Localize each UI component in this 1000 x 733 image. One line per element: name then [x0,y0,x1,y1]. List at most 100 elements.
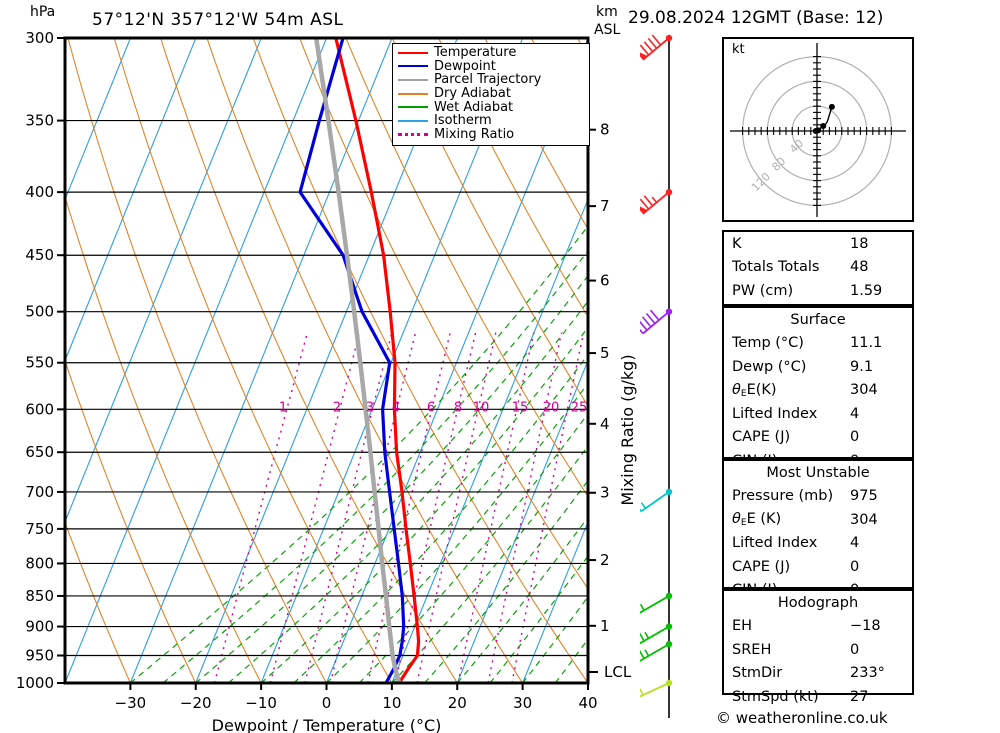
wind-barb [640,592,673,614]
table-row: Lifted Index 4 [724,532,912,556]
pressure-tick-label: 850 [25,587,54,605]
height-tick-label: 2 [600,551,610,569]
pressure-tick-label: 300 [25,29,54,47]
hodograph-marker [820,123,827,130]
indices-table: K 18 Totals Totals 48 PW (cm) 1.59 [724,232,912,303]
mixing-ratio-axis-title: Mixing Ratio (g/kg) [618,354,637,505]
mixing-ratio-label: 1 [279,400,287,415]
legend-swatch [398,92,428,95]
indices-panel: K 18 Totals Totals 48 PW (cm) 1.59 [722,230,914,306]
wind-barb [640,488,673,513]
temperature-tick-label: 20 [448,694,467,712]
isotherm-line [65,38,131,201]
row-label: Pressure (mb) [732,488,834,505]
legend-label: Isotherm [434,113,492,129]
height-tick-label: 5 [600,344,610,362]
table-row: Lifted Index 4 [724,402,912,426]
mixing-ratio-label: 6 [427,400,435,415]
height-tick-label: 3 [600,484,610,502]
row-label: θEE(K) [732,381,777,399]
row-value: 4 [850,535,860,552]
row-label: Lifted Index [732,405,818,422]
table-row: Dewp (°C) 9.1 [724,355,912,379]
wind-barb [640,308,673,335]
height-tick-label: 4 [600,415,610,433]
isotherm-line [129,38,393,683]
row-label: θEE (K) [732,511,782,529]
temperature-tick-label: −30 [115,694,147,712]
hodograph-panel[interactable]: 40 80 120 kt [722,37,914,222]
table-title: Most Unstable [766,464,870,481]
hodograph-stats-table: Hodograph EH −18 SREH 0 StmDir 233° StmSpd (kt)… [724,591,912,709]
copyright-label: © weatheronline.co.uk [716,709,888,727]
hodograph-marker [828,103,835,110]
most-unstable-table: Most Unstable Pressure (mb) 975 θEE (K) 304 L… [724,461,912,602]
height-tick-label: 6 [600,272,610,290]
row-label: CAPE (J) [732,429,791,446]
hodograph-marker [815,127,822,134]
pressure-tick-label: 450 [25,246,54,264]
temperature-tick-label: −10 [245,694,277,712]
table-row: Temp (°C) 11.1 [724,332,912,356]
table-row: SREH 0 [724,638,912,662]
legend-swatch [398,132,428,136]
wind-barb [640,640,673,662]
mixing-ratio-line [511,332,585,683]
table-row: StmSpd (kt) 27 [724,685,912,709]
temperature-tick-label: 10 [382,694,401,712]
table-row: CAPE (J) 0 [724,426,912,450]
row-label: EH [732,618,753,635]
height-tick-label: 7 [600,197,610,215]
temperature-tick-label: −20 [180,694,212,712]
height-unit-label-km: km [596,4,618,20]
mixing-ratio-line [487,332,563,683]
datetime-label: 29.08.2024 12GMT (Base: 12) [628,8,884,28]
row-label: StmSpd (kt) [732,688,819,705]
legend-swatch [398,106,428,109]
pressure-unit-label: hPa [30,4,56,20]
sounding-trace-dewpoint [298,38,406,683]
most-unstable-panel: Most Unstable Pressure (mb) 975 θEE (K) 304 L… [722,459,914,598]
mixing-ratio-label: 3 [366,400,374,415]
row-label: SREH [732,641,772,658]
dry-adiabat-line [484,38,588,231]
row-label: StmDir [732,665,783,682]
row-value: 1.59 [850,282,883,299]
legend-label: Wet Adiabat [434,99,514,115]
row-value: 9.1 [850,358,874,375]
legend-item: Temperature [393,46,589,60]
table-row: Totals Totals 48 [724,256,912,280]
pressure-tick-label: 800 [25,554,54,572]
row-label: CAPE (J) [732,558,791,575]
row-value: 4 [850,405,860,422]
mixing-ratio-line [269,332,361,683]
row-label: Lifted Index [732,535,818,552]
sounding-trace-temperature [334,38,421,683]
chart-legend: Temperature Dewpoint Parcel Trajectory Dry … [392,43,590,146]
mixing-ratio-label: 2 [333,400,341,415]
legend-label: Dewpoint [434,58,496,74]
row-label: K [732,235,742,252]
temperature-tick-label: 40 [578,694,597,712]
pressure-tick-label: 750 [25,520,54,538]
pressure-tick-label: 950 [25,647,54,665]
temperature-tick-label: 30 [513,694,532,712]
mixing-ratio-label: 8 [454,400,462,415]
pressure-tick-label: 500 [25,303,54,321]
table-row: CAPE (J) 0 [724,555,912,579]
row-value: 18 [850,235,869,252]
height-tick-label: 8 [600,121,610,139]
isotherm-line [522,520,588,683]
pressure-tick-label: 650 [25,443,54,461]
mixing-ratio-label: 4 [392,400,400,415]
row-value: 0 [850,429,860,446]
temperature-tick-label: 0 [322,694,332,712]
table-title: Surface [790,311,846,328]
dry-adiabat-line [65,194,262,683]
mixing-ratio-line [213,332,309,683]
wind-barb [640,623,673,645]
table-title-row: Most Unstable [724,461,912,485]
mixing-ratio-line [367,332,451,683]
mixing-ratio-label: 20 [543,400,560,415]
